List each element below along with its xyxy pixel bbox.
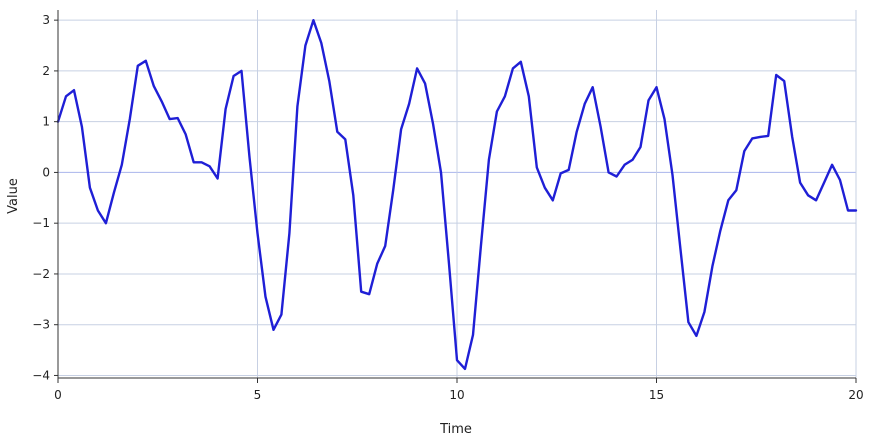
series-line (56, 19, 858, 371)
y-tick-label: −3 (32, 318, 50, 332)
y-tick-label: −1 (32, 216, 50, 230)
x-axis-title: Time (439, 422, 472, 437)
x-tick-label: 0 (54, 388, 62, 402)
y-tick-label: −4 (32, 368, 50, 382)
y-tick-label: −2 (32, 267, 50, 281)
y-tick-label: 2 (42, 64, 50, 78)
series-layer (56, 19, 858, 371)
x-tick-label: 15 (649, 388, 664, 402)
y-tick-label: 3 (42, 13, 50, 27)
y-tick-label: 0 (42, 165, 50, 179)
x-tick-label: 10 (449, 388, 464, 402)
tick-labels: −4 −3 −2 −1 0 1 2 3 0 5 10 15 20 (32, 13, 863, 402)
grid (57, 10, 857, 378)
y-axis-title: Value (6, 178, 21, 214)
y-tick-label: 1 (42, 115, 50, 129)
x-tick-label: 20 (848, 388, 863, 402)
x-tick-label: 5 (254, 388, 262, 402)
axes (54, 10, 857, 383)
